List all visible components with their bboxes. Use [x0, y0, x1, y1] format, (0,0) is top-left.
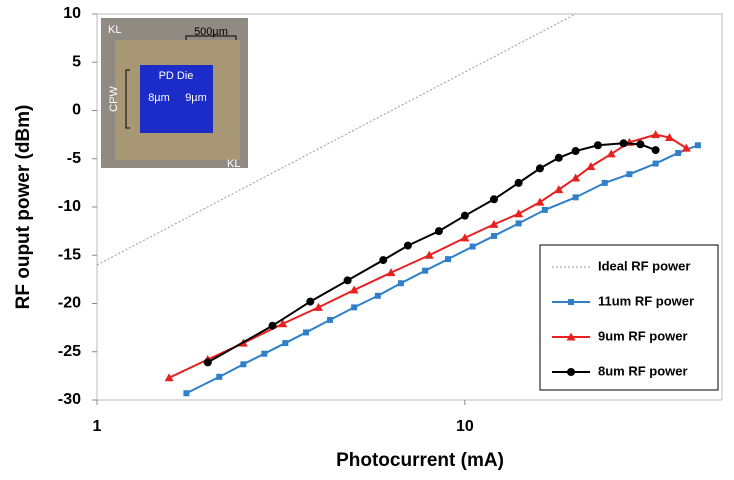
- marker: [572, 194, 579, 201]
- marker: [571, 173, 581, 182]
- marker: [675, 149, 682, 156]
- marker: [626, 171, 633, 178]
- marker: [397, 280, 404, 287]
- marker: [351, 304, 358, 311]
- series-line: [185, 144, 699, 395]
- marker: [652, 160, 659, 167]
- marker: [424, 250, 434, 259]
- inset-label: KL: [227, 158, 240, 170]
- marker: [327, 316, 334, 323]
- marker: [694, 142, 701, 149]
- marker: [386, 268, 396, 277]
- marker: [665, 133, 675, 142]
- y-tick-label: 0: [72, 102, 81, 119]
- marker: [460, 233, 470, 242]
- x-axis-title: Photocurrent (mA): [336, 450, 504, 471]
- marker: [593, 141, 602, 150]
- marker: [445, 256, 452, 263]
- marker: [514, 178, 523, 187]
- marker: [489, 195, 498, 204]
- y-tick-label: -15: [58, 246, 81, 263]
- marker: [374, 292, 381, 299]
- legend-label: 11um RF power: [598, 293, 694, 308]
- marker: [535, 197, 545, 206]
- marker: [515, 220, 522, 227]
- marker: [460, 211, 469, 220]
- inset-photo: [101, 18, 248, 168]
- inset-label: CPW: [108, 86, 120, 112]
- marker: [303, 329, 310, 336]
- legend-box: [539, 244, 719, 391]
- marker: [343, 276, 352, 285]
- marker: [282, 340, 289, 347]
- marker: [651, 146, 660, 155]
- marker: [619, 139, 628, 148]
- marker: [164, 373, 174, 382]
- marker: [651, 130, 661, 139]
- y-tick-label: -5: [67, 150, 81, 167]
- marker: [571, 147, 580, 156]
- y-tick-label: -25: [58, 343, 81, 360]
- marker: [434, 227, 443, 236]
- y-tick-label: 5: [72, 53, 81, 70]
- marker: [278, 319, 288, 328]
- inset-label: 8µm: [148, 92, 170, 104]
- legend-label: Ideal RF power: [598, 258, 690, 273]
- marker: [601, 179, 608, 186]
- y-tick-label: 10: [63, 5, 81, 22]
- marker: [240, 361, 247, 368]
- marker: [216, 373, 223, 380]
- marker: [469, 243, 476, 250]
- legend-label: 9um RF power: [598, 328, 688, 343]
- marker: [203, 358, 212, 367]
- marker: [586, 161, 596, 170]
- inset-label: 9µm: [185, 92, 207, 104]
- y-tick-label: -30: [58, 391, 81, 408]
- marker: [268, 321, 277, 330]
- marker: [349, 285, 359, 294]
- marker: [313, 302, 323, 311]
- x-tick-label: 10: [456, 418, 474, 435]
- marker: [535, 164, 544, 173]
- legend-label: 8um RF power: [598, 363, 688, 378]
- marker: [183, 390, 190, 397]
- inset-label: PD Die: [159, 70, 194, 82]
- marker: [261, 350, 268, 357]
- marker: [514, 209, 524, 218]
- marker: [567, 368, 575, 376]
- y-tick-label: -20: [58, 295, 81, 312]
- marker: [306, 297, 315, 306]
- marker: [566, 332, 576, 341]
- inset-label: 500µm: [194, 26, 228, 38]
- marker: [422, 267, 429, 274]
- marker: [379, 256, 388, 265]
- marker: [554, 185, 564, 194]
- marker: [568, 299, 574, 305]
- marker: [490, 232, 497, 239]
- marker: [606, 149, 616, 158]
- x-tick-label: 1: [93, 418, 102, 435]
- marker: [681, 143, 691, 152]
- marker: [554, 153, 563, 162]
- marker: [403, 241, 412, 250]
- marker: [636, 140, 645, 149]
- inset-label: KL: [108, 24, 121, 36]
- marker: [489, 219, 499, 228]
- marker: [541, 206, 548, 213]
- y-tick-label: -10: [58, 198, 81, 215]
- y-axis-title: RF ouput power (dBm): [13, 105, 34, 310]
